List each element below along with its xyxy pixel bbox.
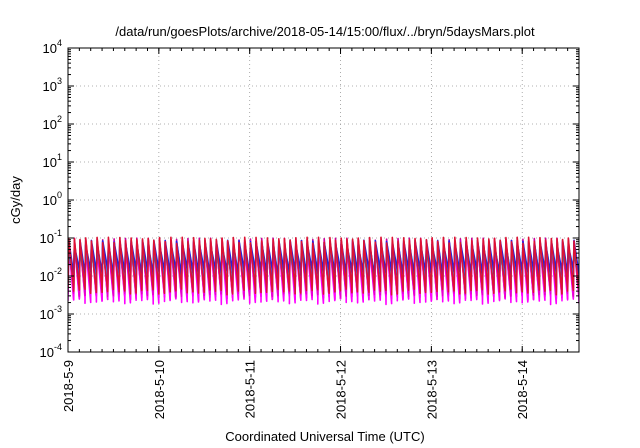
x-tick-label: 2018-5-13 [424,360,439,419]
y-tick-label: 104 [43,38,62,56]
chart-title: /data/run/goesPlots/archive/2018-05-14/1… [115,24,535,39]
x-tick-label: 2018-5-11 [243,360,258,418]
x-tick-label: 2018-5-10 [152,360,167,419]
y-tick-label: 10-2 [40,266,62,284]
x-axis-label: Coordinated Universal Time (UTC) [225,429,424,444]
grid [68,48,579,352]
x-axis: 2018-5-9 2018-5-10 2018-5-11 2018-5-12 2018-… [61,48,580,419]
y-tick-label: 101 [43,152,62,170]
y-tick-label: 10-4 [40,342,62,360]
x-tick-label: 2018-5-9 [61,360,76,412]
x-tick-label: 2018-5-12 [334,360,349,419]
series-group [68,236,579,306]
y-tick-label: 10-1 [40,228,62,246]
y-axis-label: cGy/day [8,176,23,224]
x-tick-label: 2018-5-14 [515,360,530,419]
y-tick-label: 10-3 [40,304,62,322]
y-tick-label: 103 [43,76,62,94]
y-tick-label: 100 [43,190,62,208]
series-line-7 [68,236,579,296]
y-tick-label: 102 [43,114,62,132]
